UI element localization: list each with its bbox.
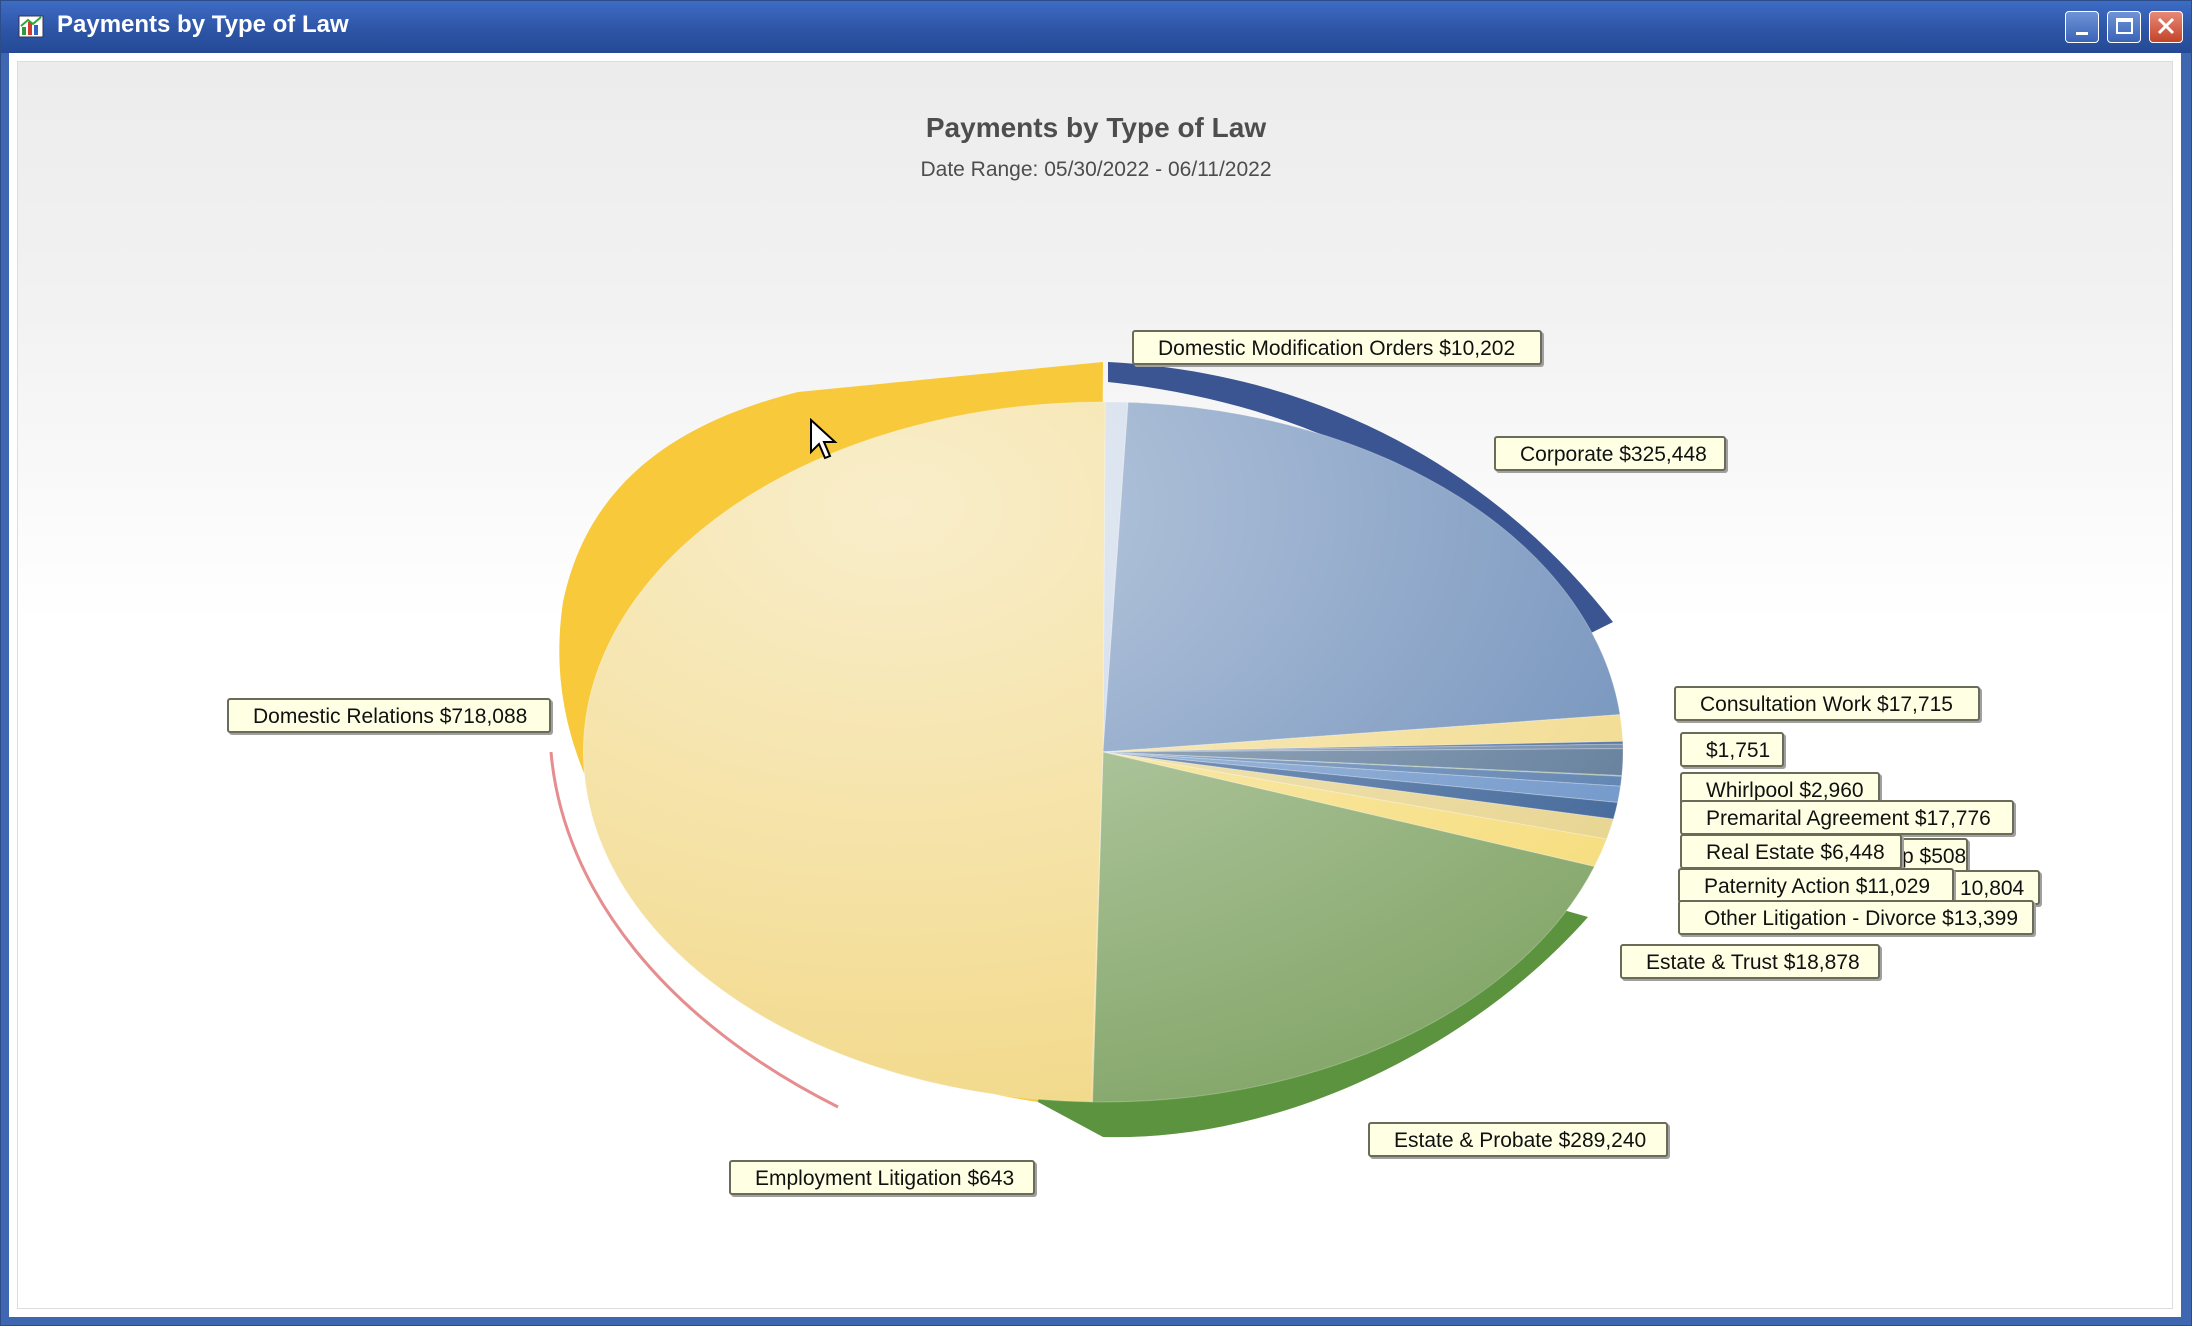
window-title: Payments by Type of Law xyxy=(57,11,349,38)
slice-label-paternity-action: Paternity Action $11,029 xyxy=(1678,868,1954,903)
slice-label-premarital-agreement: Premarital Agreement $17,776 xyxy=(1680,800,2014,835)
slice-label-corporate: Corporate $325,448 xyxy=(1494,436,1726,471)
chart-client-area: Payments by Type of Law Date Range: 05/3… xyxy=(9,53,2181,1317)
close-button[interactable] xyxy=(2149,11,2183,43)
pie-chart xyxy=(549,362,1624,1138)
slice-label-estate-trust: Estate & Trust $18,878 xyxy=(1620,944,1880,979)
slice-label-employment-litigation: Employment Litigation $643 xyxy=(729,1160,1035,1195)
slice-label-1-751: $1,751 xyxy=(1680,732,1784,767)
chart-app-icon xyxy=(18,15,44,38)
slice-label-domestic-modification-orders: Domestic Modification Orders $10,202 xyxy=(1132,330,1542,365)
pie-rim-edge xyxy=(549,751,839,1109)
title-bar[interactable]: Payments by Type of Law xyxy=(1,1,2191,53)
mouse-cursor-icon xyxy=(810,418,838,460)
slice-label-domestic-relations: Domestic Relations $718,088 xyxy=(227,698,551,733)
maximize-button[interactable] xyxy=(2107,11,2141,43)
close-icon xyxy=(2157,17,2175,35)
slice-label-estate-probate: Estate & Probate $289,240 xyxy=(1368,1122,1668,1157)
maximize-icon xyxy=(2116,18,2133,34)
slice-label-other-litigation-divorce: Other Litigation - Divorce $13,399 xyxy=(1678,900,2034,935)
slice-label-consultation-work: Consultation Work $17,715 xyxy=(1674,686,1980,721)
minimize-button[interactable] xyxy=(2065,11,2099,43)
slice-label-real-estate: Real Estate $6,448 xyxy=(1680,834,1902,869)
chart-title: Payments by Type of Law xyxy=(925,112,1267,143)
chart-subtitle: Date Range: 05/30/2022 - 06/11/2022 xyxy=(920,158,1272,181)
minimize-icon xyxy=(2076,32,2088,35)
chart-plot-area: Payments by Type of Law Date Range: 05/3… xyxy=(17,61,2173,1309)
pie-shine xyxy=(583,402,1623,1102)
